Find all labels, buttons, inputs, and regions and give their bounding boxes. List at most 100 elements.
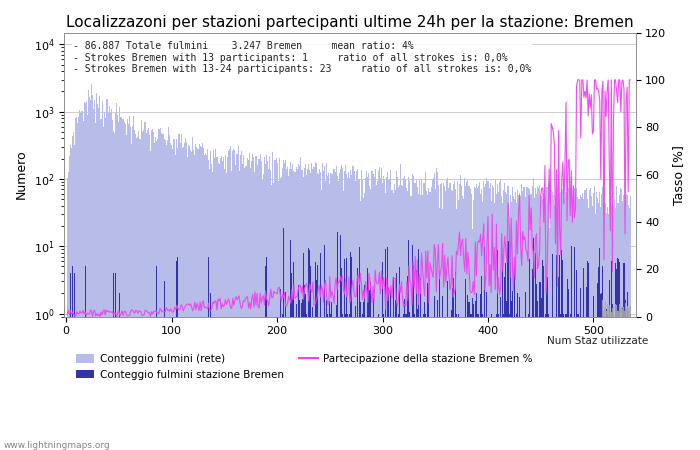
Bar xyxy=(536,284,537,450)
Bar xyxy=(478,186,479,450)
Bar xyxy=(595,214,596,450)
Bar xyxy=(451,310,452,450)
Bar xyxy=(173,139,174,450)
Bar xyxy=(457,181,458,450)
Bar xyxy=(531,194,532,450)
Bar xyxy=(91,84,92,450)
Bar xyxy=(357,268,358,450)
Bar xyxy=(626,195,628,450)
Bar xyxy=(193,150,195,450)
Bar xyxy=(284,163,285,450)
Bar xyxy=(564,198,566,450)
Bar xyxy=(300,158,301,450)
Text: Num Staz utilizzate: Num Staz utilizzate xyxy=(547,336,648,346)
Bar xyxy=(594,186,595,450)
Bar xyxy=(552,254,553,450)
Bar xyxy=(201,147,202,450)
Bar xyxy=(432,180,433,450)
Bar xyxy=(519,297,520,450)
Bar xyxy=(466,182,468,450)
Bar xyxy=(582,194,583,450)
Bar xyxy=(539,184,540,450)
Bar xyxy=(73,132,74,450)
Bar xyxy=(609,186,610,450)
Bar xyxy=(441,183,442,450)
Bar xyxy=(214,158,216,450)
Bar xyxy=(118,122,120,450)
Bar xyxy=(412,266,414,450)
Bar xyxy=(174,140,175,450)
Bar xyxy=(325,181,326,450)
Bar xyxy=(483,181,484,450)
Bar xyxy=(383,176,384,450)
Bar xyxy=(615,208,616,450)
Bar xyxy=(580,195,581,450)
Bar xyxy=(517,293,518,450)
Bar xyxy=(359,247,360,450)
Bar xyxy=(455,189,456,450)
Bar xyxy=(397,177,398,450)
Bar xyxy=(391,190,393,450)
Bar xyxy=(149,135,150,450)
Bar xyxy=(278,180,279,450)
Bar xyxy=(244,168,245,450)
Bar xyxy=(380,178,381,450)
Bar xyxy=(614,199,615,450)
Bar xyxy=(290,240,291,450)
Bar xyxy=(456,314,457,450)
Bar xyxy=(172,148,173,450)
Bar xyxy=(362,180,363,450)
Bar xyxy=(251,161,252,450)
Bar xyxy=(499,182,500,450)
Bar xyxy=(357,169,358,450)
Bar xyxy=(363,302,364,450)
Bar xyxy=(109,106,110,450)
Bar xyxy=(416,309,418,450)
Bar xyxy=(407,191,408,450)
Bar xyxy=(113,273,114,450)
Bar xyxy=(545,197,547,450)
Bar xyxy=(210,151,211,450)
Bar xyxy=(289,169,290,450)
Bar xyxy=(514,199,515,450)
Bar xyxy=(447,178,449,450)
Bar xyxy=(70,273,71,450)
Bar xyxy=(366,171,368,450)
Bar xyxy=(225,155,226,450)
Bar xyxy=(481,189,482,450)
Bar xyxy=(616,269,617,450)
Bar xyxy=(559,200,560,450)
Bar xyxy=(182,148,183,450)
Bar xyxy=(378,314,379,450)
Bar xyxy=(70,145,71,450)
Bar xyxy=(179,143,181,450)
Bar xyxy=(301,170,302,450)
Bar xyxy=(425,314,426,450)
Bar xyxy=(606,309,607,450)
Bar xyxy=(282,168,283,450)
Bar xyxy=(611,205,612,450)
Bar xyxy=(479,182,480,450)
Bar xyxy=(286,169,287,450)
Bar xyxy=(381,168,382,450)
Bar xyxy=(111,109,112,450)
Bar xyxy=(455,272,456,450)
Bar xyxy=(181,134,182,450)
Bar xyxy=(260,161,262,450)
Bar xyxy=(310,173,312,450)
Bar xyxy=(581,197,582,450)
Bar xyxy=(419,180,420,450)
Bar xyxy=(495,180,496,450)
Bar xyxy=(227,157,228,450)
Bar xyxy=(184,143,185,450)
Bar xyxy=(422,195,423,450)
Bar xyxy=(570,246,572,450)
Bar xyxy=(537,186,538,450)
Bar xyxy=(593,297,594,450)
Legend: Conteggio fulmini (rete), Conteggio fulmini stazione Bremen, Partecipazione dell: Conteggio fulmini (rete), Conteggio fulm… xyxy=(71,350,537,384)
Bar xyxy=(360,201,361,450)
Bar xyxy=(264,158,265,450)
Bar xyxy=(577,198,578,450)
Bar xyxy=(314,261,316,450)
Bar xyxy=(178,135,179,450)
